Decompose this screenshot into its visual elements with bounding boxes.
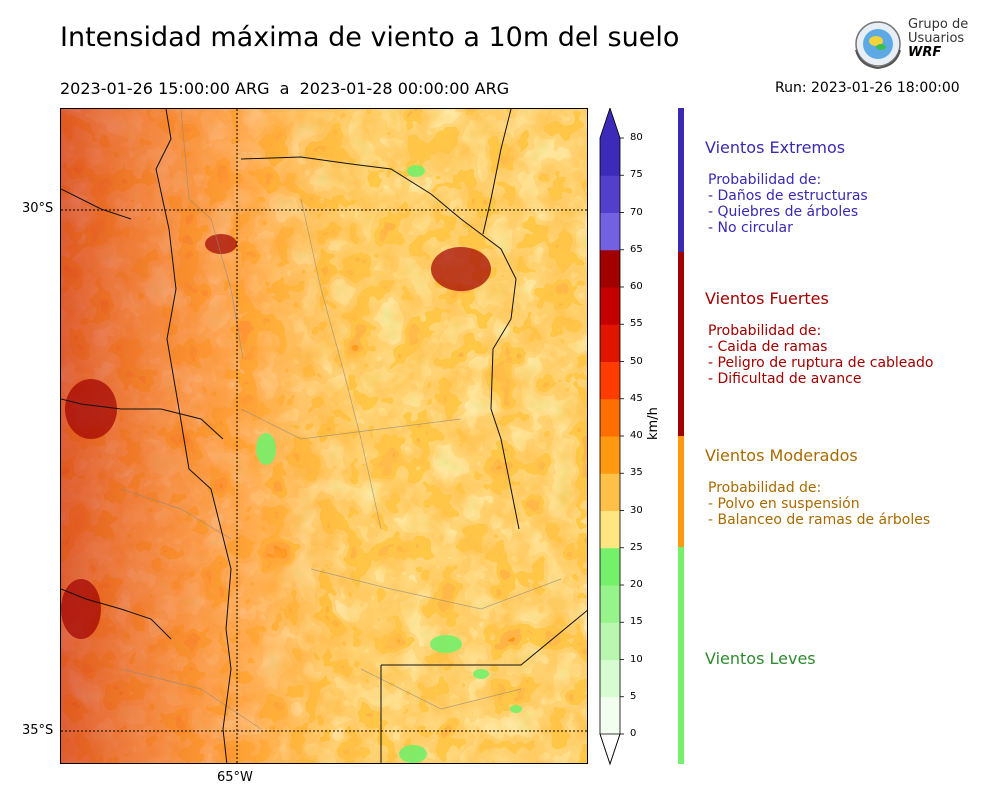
colorbar-tick-label: 15 <box>630 616 643 628</box>
colorbar-tick-label: 55 <box>630 318 643 330</box>
colorbar-segment <box>600 659 620 698</box>
colorbar-segment <box>600 138 620 176</box>
colorbar-unit: km/h <box>646 407 661 440</box>
category-extremos-title: Vientos Extremos <box>705 138 846 157</box>
colorbar-bottom-extend <box>599 733 621 766</box>
category-fuertes-desc: Probabilidad de: - Caida de ramas - Peli… <box>708 323 933 387</box>
colorbar-segment <box>600 510 620 549</box>
colorbar-tick-label: 45 <box>630 392 643 404</box>
colorbar-segment <box>600 622 620 660</box>
logo-label: Grupo de Usuarios WRF <box>908 18 968 60</box>
desc-line: - Dificultad de avance <box>708 371 862 387</box>
colorbar-tick-label: 20 <box>630 579 643 590</box>
wind-field-canvas <box>61 109 587 763</box>
leves-bar <box>678 547 684 764</box>
colorbar-tick-label: 35 <box>630 467 643 479</box>
colorbar-tick-label: 40 <box>630 430 643 441</box>
fuertes-bar <box>678 252 684 436</box>
colorbar-tick-label: 5 <box>630 690 637 702</box>
desc-line: Probabilidad de: <box>708 323 822 339</box>
colorbar-segment <box>600 287 620 325</box>
desc-line: Probabilidad de: <box>708 480 822 496</box>
colorbar-segment <box>600 398 620 437</box>
colorbar-tick-label: 80 <box>630 132 643 143</box>
run-timestamp: Run: 2023-01-26 18:00:00 <box>775 80 960 96</box>
lat-label-30s: 30°S <box>22 201 54 216</box>
category-moderados-desc: Probabilidad de: - Polvo en suspensión -… <box>708 480 930 528</box>
colorbar-tick-label: 30 <box>630 504 643 516</box>
desc-line: - No circular <box>708 220 793 236</box>
colorbar-segment <box>600 361 620 400</box>
colorbar-tick-label: 60 <box>630 281 643 292</box>
desc-line: - Peligro de ruptura de cableado <box>708 355 934 371</box>
map-title: Intensidad máxima de viento a 10m del su… <box>60 22 680 53</box>
colorbar-tick-label: 70 <box>630 206 643 218</box>
moderados-bar <box>678 436 684 547</box>
desc-line: - Quiebres de árboles <box>708 204 859 220</box>
colorbar-tick-label: 50 <box>630 355 643 367</box>
extremos-bar <box>678 108 684 252</box>
category-leves-title: Vientos Leves <box>705 649 816 668</box>
colorbar-tick-label: 25 <box>630 541 643 553</box>
colorbar-tick-label: 65 <box>630 243 643 255</box>
colorbar-segment <box>600 696 620 735</box>
colorbar-tick-label: 0 <box>630 728 637 739</box>
desc-line: - Balanceo de ramas de árboles <box>708 512 931 528</box>
category-moderados-title: Vientos Moderados <box>705 446 858 465</box>
lat-label-35s: 35°S <box>22 723 54 738</box>
colorbar <box>599 108 624 766</box>
colorbar-segment <box>600 212 620 251</box>
desc-line: - Polvo en suspensión <box>708 496 860 512</box>
desc-line: Probabilidad de: <box>708 172 822 188</box>
colorbar-segment <box>600 436 620 474</box>
logo-line-2: Usuarios <box>908 31 965 46</box>
colorbar-segment <box>600 585 620 623</box>
category-extremos-desc: Probabilidad de: - Daños de estructuras … <box>708 172 868 236</box>
colorbar-segment <box>600 324 620 362</box>
colorbar-segment <box>600 175 620 213</box>
colorbar-segment <box>600 473 620 511</box>
wrf-logo: Grupo de Usuarios WRF <box>850 16 970 72</box>
colorbar-segment <box>600 547 620 586</box>
wind-map <box>60 108 588 764</box>
colorbar-top-extend <box>600 108 620 138</box>
desc-line: - Daños de estructuras <box>708 188 868 204</box>
colorbar-tick-label: 10 <box>630 653 643 665</box>
lon-label-65w: 65°W <box>217 770 253 785</box>
desc-line: - Caida de ramas <box>708 339 828 355</box>
logo-line-3: WRF <box>908 45 942 60</box>
time-range: 2023-01-26 15:00:00 ARG a 2023-01-28 00:… <box>60 79 510 98</box>
logo-line-1: Grupo de <box>908 17 969 32</box>
category-fuertes-title: Vientos Fuertes <box>705 289 829 308</box>
globe-icon <box>855 21 901 70</box>
colorbar-tick-label: 75 <box>630 169 643 181</box>
colorbar-segment <box>600 249 620 288</box>
